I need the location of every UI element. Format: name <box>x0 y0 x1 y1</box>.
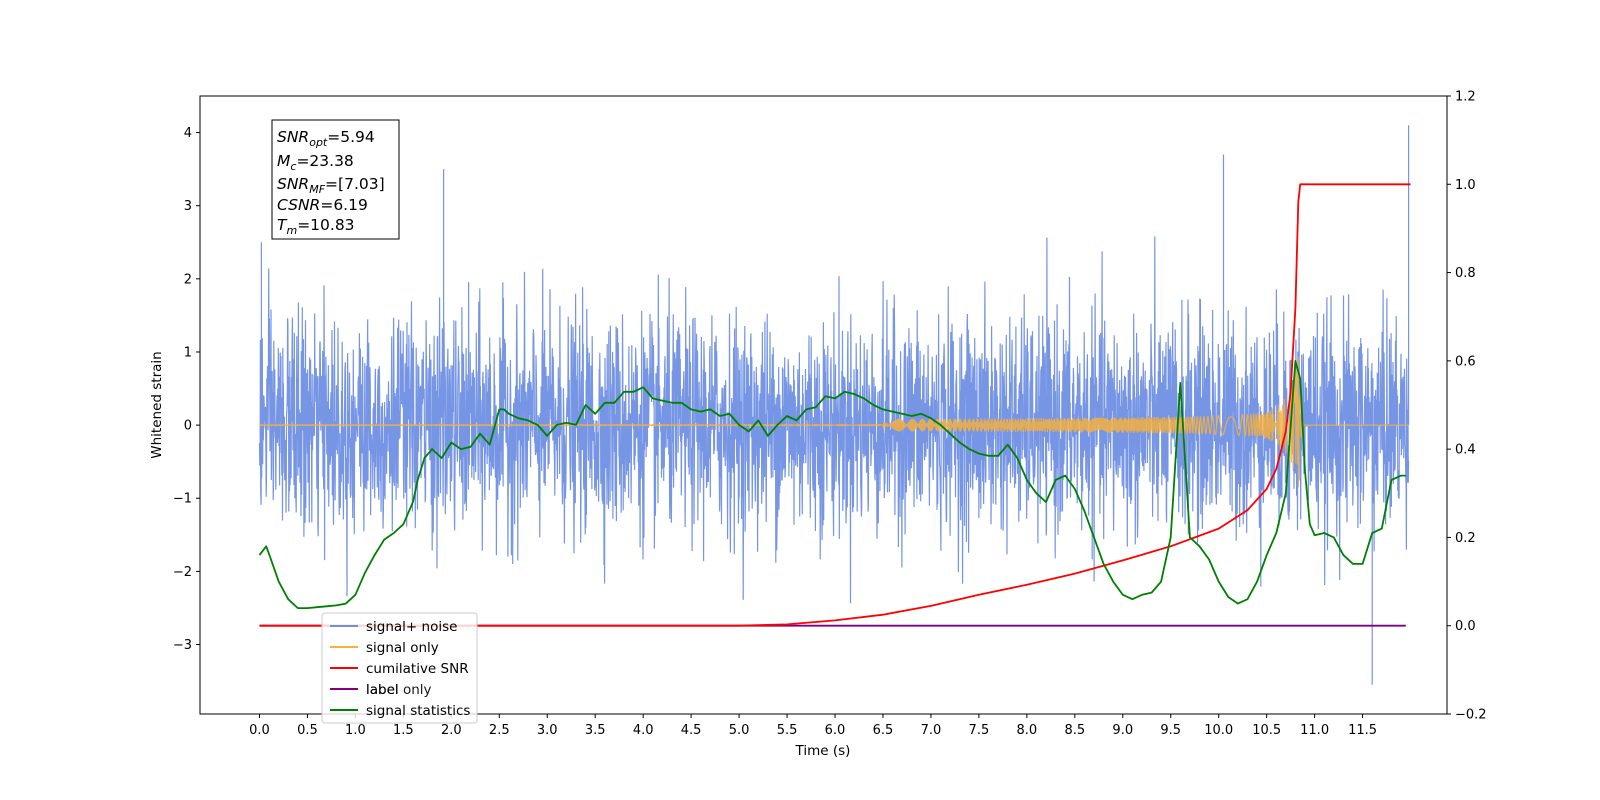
y-tick-label: −1 <box>173 492 192 507</box>
x-tick-label: 7.0 <box>921 723 942 738</box>
x-tick-label: 8.5 <box>1064 723 1085 738</box>
x-tick-label: 9.5 <box>1160 723 1181 738</box>
y-tick-label: 1 <box>184 345 192 360</box>
legend-label-signal-statistics: signal statistics <box>366 703 470 719</box>
annotation-sub: m <box>286 224 297 237</box>
annotation-base: M <box>277 152 290 170</box>
legend-label-hidden-label-only: label only <box>366 682 432 698</box>
x-tick-label: 0.0 <box>249 723 270 738</box>
annotation-sub: opt <box>309 136 328 149</box>
y-tick-label: 3 <box>184 199 192 214</box>
x-axis-label: Time (s) <box>795 743 851 759</box>
y-tick-label: −2 <box>173 565 192 580</box>
x-tick-label: 7.5 <box>969 723 990 738</box>
y-tick-label: 0 <box>184 419 192 434</box>
annotation-line: SNRMF=[7.03] <box>277 175 385 196</box>
x-tick-label: 1.5 <box>393 723 414 738</box>
annotation-box: SNRopt=5.94 Mc=23.38 SNRMF=[7.03] CSNR=6… <box>271 119 400 240</box>
line-signal-only <box>258 356 1409 488</box>
x-tick-label: 1.0 <box>345 723 366 738</box>
annotation-sub: MF <box>309 183 325 196</box>
y2-tick-label: 0.2 <box>1455 531 1476 546</box>
x-tick-label: 4.0 <box>633 723 654 738</box>
line-signal-noise <box>258 125 1410 685</box>
y2-tick-label: 0.4 <box>1455 443 1476 458</box>
annotation-base: SNR <box>277 128 309 146</box>
y-tick-label: 2 <box>184 272 192 287</box>
annotation-line: Mc=23.38 <box>277 152 354 173</box>
x-tick-label: 10.0 <box>1204 723 1233 738</box>
x-tick-label: 5.5 <box>777 723 798 738</box>
y-axis-ticks: −3 −2 −1 0 1 2 3 4 <box>173 126 200 653</box>
legend-label-signal-only: signal only <box>366 640 439 656</box>
annotation-value: =6.19 <box>320 196 368 214</box>
y2-tick-label: 0.8 <box>1455 266 1476 281</box>
y2-tick-label: −0.2 <box>1455 708 1487 723</box>
legend-label-signal-noise: signal+ noise <box>366 619 457 635</box>
annotation-line: SNRopt=5.94 <box>277 128 375 149</box>
annotation-line: Tm=10.83 <box>277 216 355 237</box>
y2-tick-label: 0.6 <box>1455 354 1476 369</box>
x-tick-label: 4.5 <box>681 723 702 738</box>
x-tick-label: 2.0 <box>441 723 462 738</box>
x-tick-label: 8.0 <box>1017 723 1038 738</box>
series-signal-noise <box>258 125 1410 685</box>
y-tick-label: 4 <box>184 126 192 141</box>
x-tick-label: 0.5 <box>297 723 318 738</box>
annotation-line: CSNR=6.19 <box>277 196 368 214</box>
x-tick-label: 6.0 <box>825 723 846 738</box>
x-tick-label: 6.5 <box>873 723 894 738</box>
line-cumulative-snr <box>259 183 1411 627</box>
annotation-base: CSNR <box>277 196 320 214</box>
line-signal-statistics <box>258 360 1406 609</box>
legend: signal+ noise signal only cumilative SNR… <box>321 612 478 724</box>
annotation-sub: c <box>290 160 296 173</box>
y2-tick-label: 0.0 <box>1455 619 1476 634</box>
y2-tick-label: 1.0 <box>1455 178 1476 193</box>
y2-axis-ticks: −0.2 0.0 0.2 0.4 0.6 0.8 1.0 1.2 <box>1447 90 1487 723</box>
x-tick-label: 9.0 <box>1112 723 1133 738</box>
x-tick-label: 2.5 <box>489 723 510 738</box>
annotation-frame <box>271 119 400 240</box>
x-tick-label: 5.0 <box>729 723 750 738</box>
x-tick-label: 3.0 <box>537 723 558 738</box>
y2-tick-label: 1.2 <box>1455 90 1476 105</box>
annotation-value: =23.38 <box>296 152 353 170</box>
legend-label-label: label <box>366 682 399 698</box>
annotation-base: T <box>277 216 288 234</box>
y-tick-label: −3 <box>173 638 192 653</box>
annotation-value: =[7.03] <box>325 175 385 193</box>
x-axis-ticks: 0.0 0.5 1.0 1.5 2.0 2.5 3.0 3.5 4.0 4.5 5.0 5.5 6.0 6… <box>249 714 1377 738</box>
plot-frame <box>199 95 1448 715</box>
annotation-value: =10.83 <box>297 216 354 234</box>
legend-label-cumulative-snr: cumilative SNR <box>366 661 469 677</box>
x-tick-label: 11.0 <box>1300 723 1329 738</box>
x-tick-label: 3.5 <box>585 723 606 738</box>
y-axis-label: Whitened strain <box>149 351 165 458</box>
annotation-value: =5.94 <box>327 128 375 146</box>
legend-frame <box>321 612 478 724</box>
x-tick-label: 10.5 <box>1252 723 1281 738</box>
annotation-base: SNR <box>277 175 309 193</box>
x-tick-label: 11.5 <box>1348 723 1377 738</box>
series-signal-only <box>258 356 1409 488</box>
